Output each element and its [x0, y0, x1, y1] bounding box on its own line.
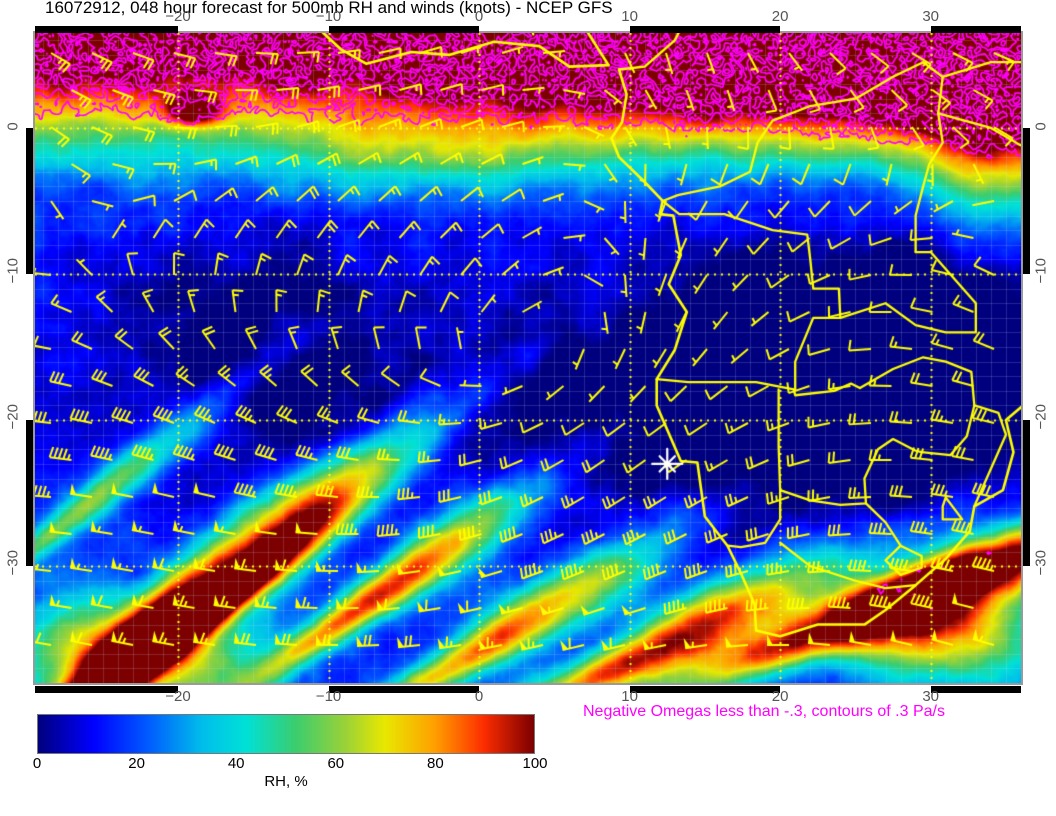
y-axis-tick-label-left--10: −10 — [4, 258, 22, 284]
x-axis-tick-label-bottom--20: −20 — [165, 688, 191, 705]
x-axis-tick-label-top-30: 30 — [922, 8, 940, 25]
x-axis-tick-label-top-10: 10 — [621, 8, 638, 25]
x-tick-band-top — [35, 26, 178, 33]
x-tick-band-bottom — [930, 686, 1021, 693]
y-tick-band-right — [1023, 420, 1030, 567]
colorbar-tick-100: 100 — [522, 755, 548, 772]
y-axis-tick-label-right--10: −10 — [1032, 258, 1050, 284]
colorbar-tick-20: 20 — [128, 755, 145, 772]
x-axis-tick-label-top--20: −20 — [165, 8, 191, 25]
colorbar-gradient — [37, 714, 535, 754]
omega-legend-text: Negative Omegas less than -.3, contours … — [583, 703, 945, 720]
colorbar-tick-0: 0 — [32, 755, 42, 772]
colorbar-tick-60: 60 — [327, 755, 345, 772]
x-axis-tick-label-top-0: 0 — [474, 8, 484, 25]
x-axis-tick-label-top-20: 20 — [771, 8, 789, 25]
rh-wind-map-canvas[interactable] — [35, 33, 1021, 683]
y-tick-band-left — [26, 420, 33, 567]
x-tick-band-bottom — [629, 686, 781, 693]
x-axis-tick-label-bottom--10: −10 — [315, 688, 342, 705]
x-tick-band-bottom — [328, 686, 480, 693]
y-axis-tick-label-right-0: 0 — [1032, 122, 1050, 131]
y-axis-tick-label-right--20: −20 — [1032, 404, 1050, 430]
x-tick-band-bottom — [35, 686, 178, 693]
colorbar-label: RH, % — [264, 773, 308, 790]
x-axis-tick-label-bottom-20: 20 — [771, 688, 789, 705]
x-tick-band-top — [930, 26, 1021, 33]
colorbar-tick-80: 80 — [427, 755, 444, 772]
y-tick-band-right — [1023, 127, 1030, 274]
y-axis-tick-label-left--30: −30 — [4, 550, 22, 576]
x-axis-tick-label-bottom-0: 0 — [474, 688, 484, 705]
x-tick-band-top — [629, 26, 781, 33]
y-axis-tick-label-left--20: −20 — [4, 404, 22, 430]
map-plot-area[interactable] — [35, 33, 1021, 683]
y-tick-band-left — [26, 127, 33, 274]
x-axis-tick-label-bottom-10: 10 — [621, 688, 638, 705]
y-axis-tick-label-left-0: 0 — [4, 122, 22, 131]
y-axis-tick-label-right--30: −30 — [1032, 550, 1050, 576]
x-tick-band-top — [328, 26, 480, 33]
colorbar-tick-40: 40 — [227, 755, 245, 772]
colorbar[interactable] — [37, 714, 535, 754]
x-axis-tick-label-top--10: −10 — [315, 8, 342, 25]
page-title: 16072912, 048 hour forecast for 500mb RH… — [45, 0, 613, 17]
x-axis-tick-label-bottom-30: 30 — [922, 688, 940, 705]
